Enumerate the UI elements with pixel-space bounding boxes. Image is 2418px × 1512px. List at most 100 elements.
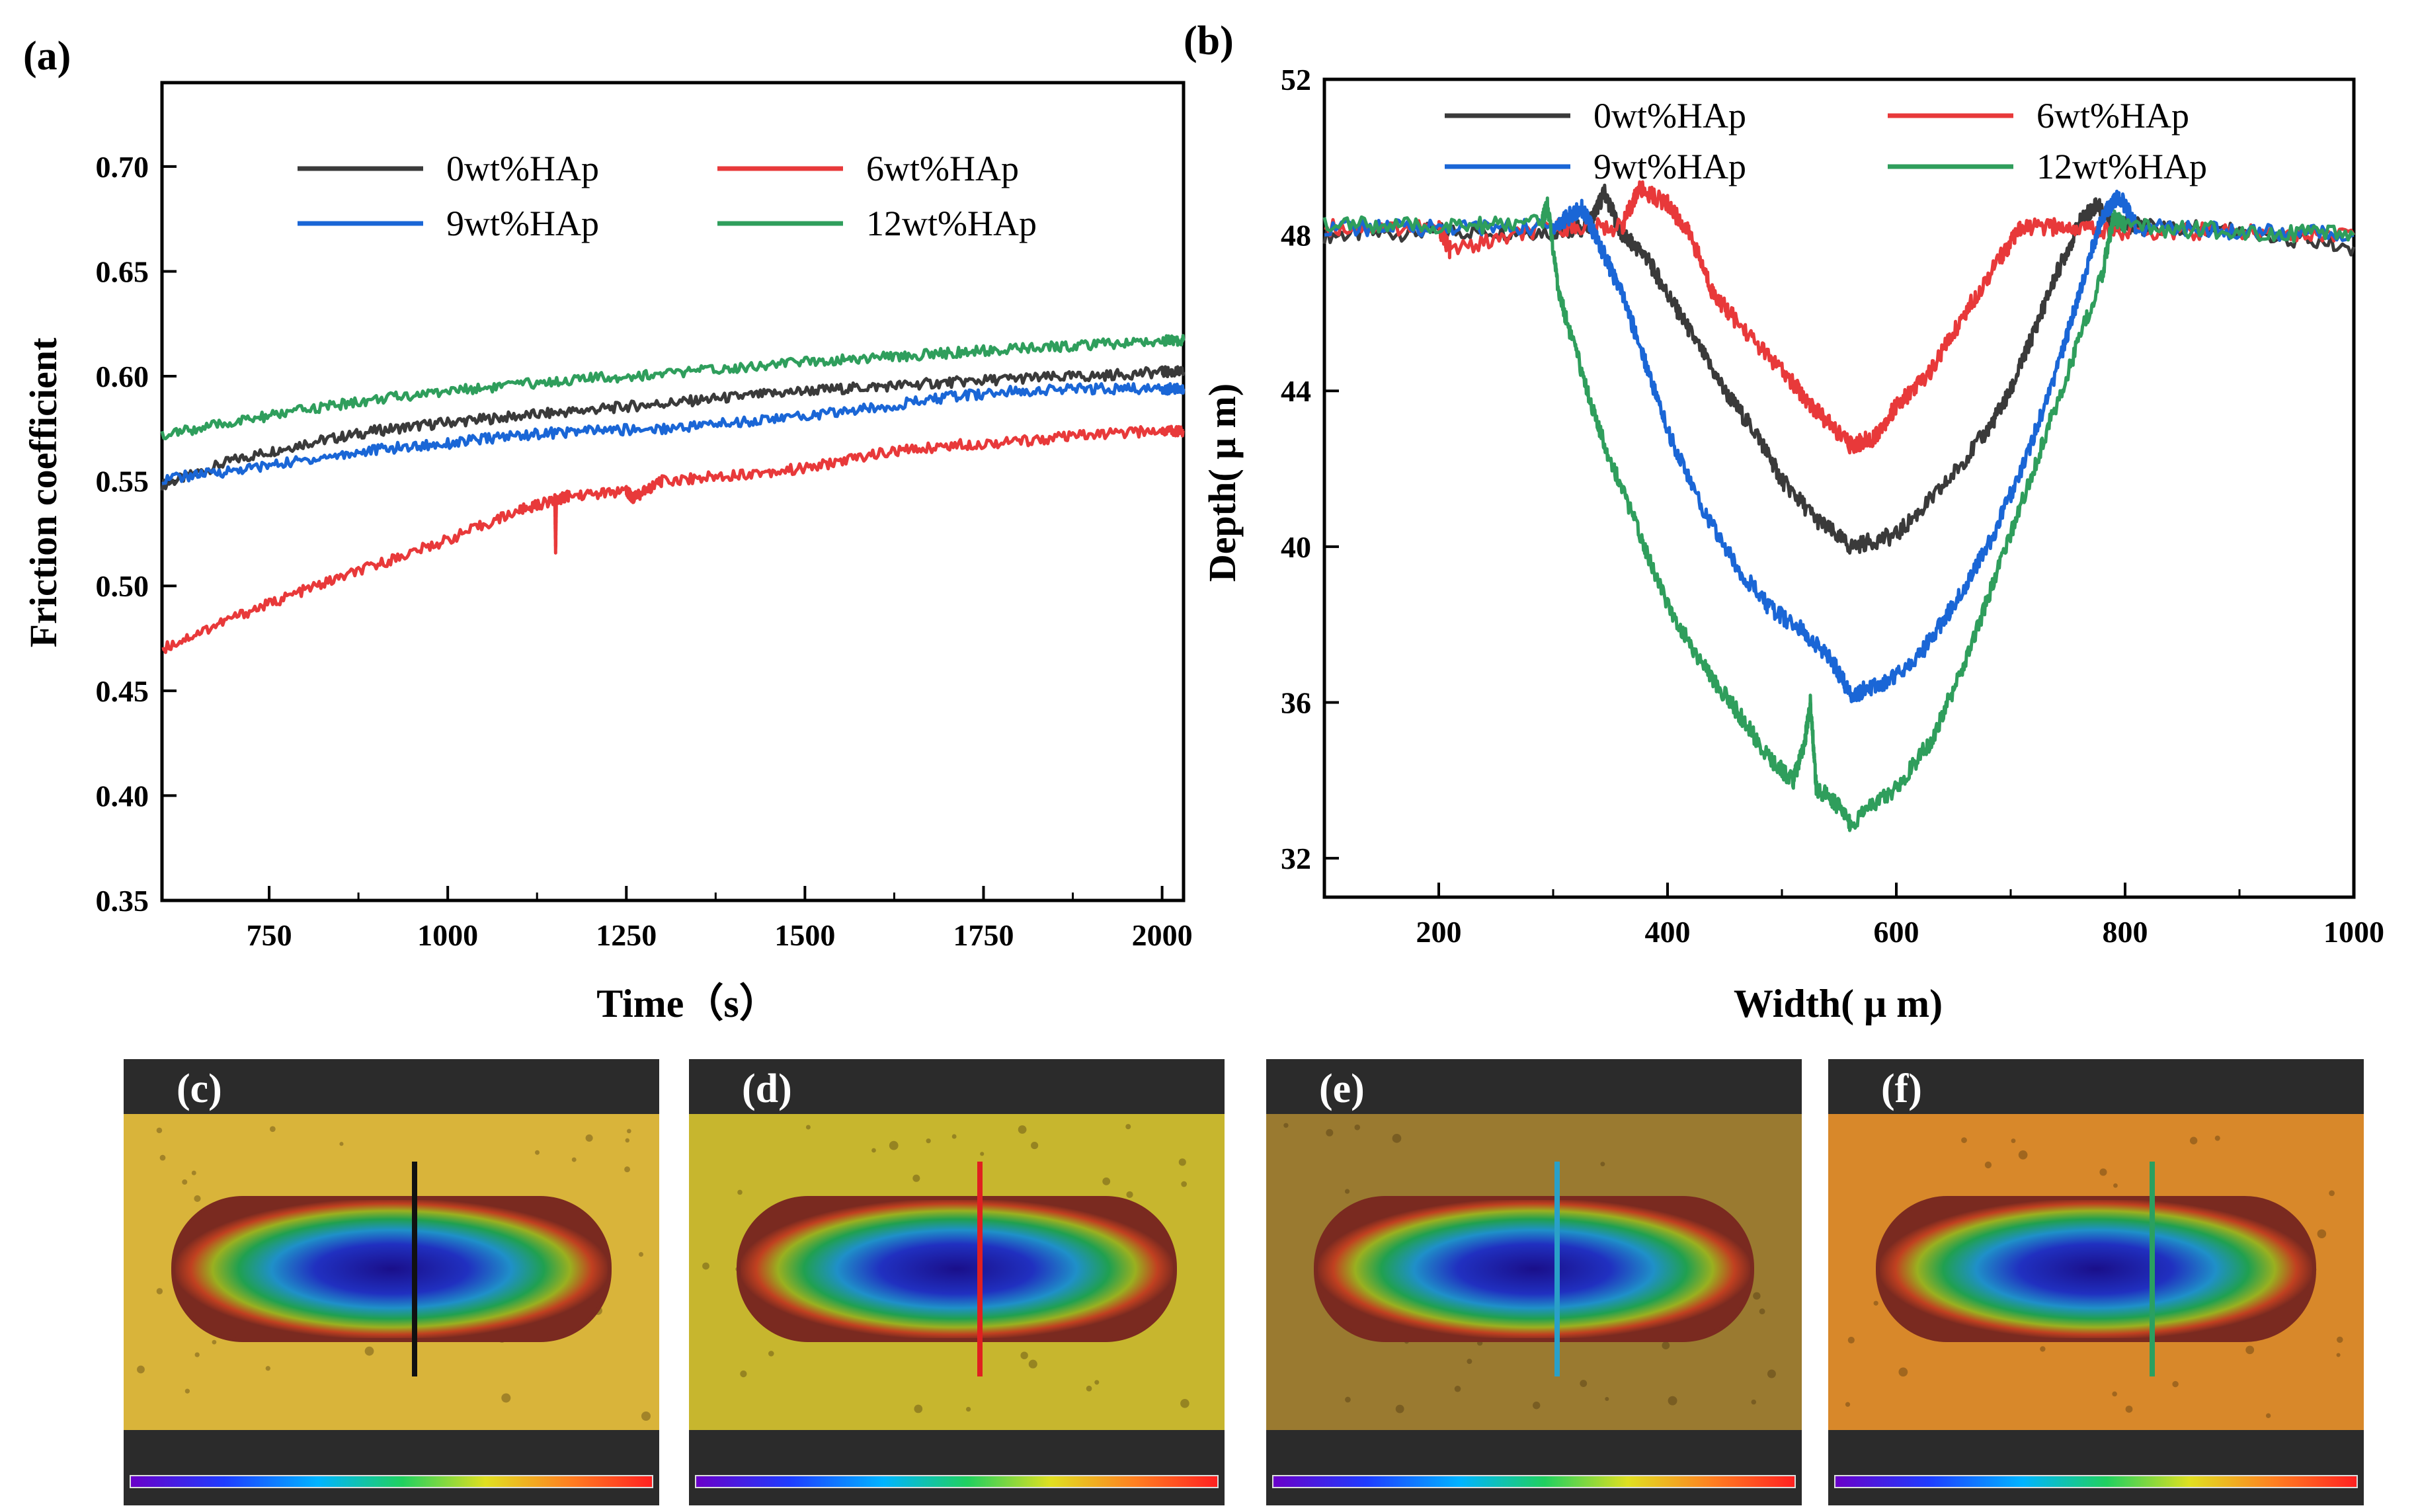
surface-speck <box>1600 1162 1605 1167</box>
legend-label: 6wt%HAp <box>866 149 1019 188</box>
color-scale-bar <box>1272 1475 1796 1488</box>
surface-speck <box>914 1404 923 1413</box>
surface-speck <box>2317 1229 2327 1238</box>
panel-label-e: (e) <box>1319 1066 1365 1111</box>
series-group-b <box>1322 180 2356 832</box>
micrograph-row: (c) (d) (e) (f) <box>124 1059 2364 1505</box>
surface-speck <box>2018 1150 2028 1160</box>
y-axis-title-a: Friction coefficient <box>22 337 65 647</box>
surface-speck <box>1392 1133 1402 1143</box>
y-tick-label: 0.50 <box>96 569 149 603</box>
legend-a: 0wt%HAp 6wt%HAp 9wt%HAp 12wt%HAp <box>298 149 1037 243</box>
surface-speck <box>1467 1359 1472 1365</box>
surface-speck <box>2329 1190 2335 1197</box>
legend-b: 0wt%HAp 6wt%HAp 9wt%HAp 12wt%HAp <box>1445 96 2207 186</box>
wear-scar <box>1314 1196 1754 1342</box>
legend-label: 9wt%HAp <box>1593 147 1746 186</box>
surface-speck <box>2336 1353 2341 1357</box>
x-tick-label: 1250 <box>596 918 657 952</box>
y-tick-label: 48 <box>1281 219 1311 253</box>
legend-label: 0wt%HAp <box>446 149 599 188</box>
x-tick-label: 1000 <box>417 918 478 952</box>
surface-speck <box>1326 1129 1334 1136</box>
y-tick-label: 36 <box>1281 686 1311 719</box>
surface-speck <box>2265 1413 2271 1418</box>
x-tick-label: 1750 <box>953 918 1014 952</box>
surface-speck <box>2245 1345 2255 1355</box>
series-line-12wt-hap <box>1322 196 2355 832</box>
surface-speck <box>926 1138 931 1144</box>
surface-speck <box>951 1134 957 1139</box>
surface-speck <box>1125 1124 1131 1130</box>
surface-speck <box>1668 1396 1677 1406</box>
y-tick-label: 52 <box>1281 63 1311 97</box>
surface-speck <box>871 1148 876 1153</box>
panel-label-c: (c) <box>177 1066 222 1111</box>
surface-speck <box>1395 1404 1404 1413</box>
surface-speck <box>1180 1399 1189 1408</box>
wear-scar <box>1876 1196 2316 1342</box>
surface-speck <box>889 1140 899 1150</box>
panel-label-b: (b) <box>1184 19 1234 63</box>
surface-speck <box>627 1129 631 1134</box>
surface-speck <box>1345 1396 1351 1403</box>
color-scale-bar <box>130 1475 653 1488</box>
series-line-9wt-hap <box>1324 189 2355 703</box>
surface-speck <box>2113 1183 2118 1188</box>
surface-speck <box>1086 1385 1092 1392</box>
plot-frame-b <box>1322 77 2356 899</box>
legend-label: 0wt%HAp <box>1593 96 1746 136</box>
y-tick-label: 32 <box>1281 842 1311 875</box>
y-tick-label: 0.45 <box>96 674 149 708</box>
surface-speck <box>980 1152 985 1156</box>
surface-speck <box>535 1150 540 1155</box>
x-tick-label: 1500 <box>774 918 835 952</box>
axis-ticks-b: 200 400 600 800 1000 32 36 40 44 48 52 <box>1281 63 2384 949</box>
surface-speck <box>737 1189 743 1195</box>
surface-speck <box>1454 1385 1461 1392</box>
surface-speck <box>364 1346 374 1356</box>
surface-speck <box>2011 1138 2016 1144</box>
surface-speck <box>1344 1189 1350 1194</box>
legend-label: 12wt%HAp <box>866 204 1037 243</box>
surface-speck <box>805 1125 811 1130</box>
axis-ticks-a: 750 1000 1250 1500 1750 2000 0.35 0.40 0.45 0.50 0… <box>96 150 1193 952</box>
surface-speck <box>1759 1308 1765 1314</box>
panel-label-d: (d) <box>742 1066 792 1111</box>
surface-speck <box>2125 1406 2133 1413</box>
surface-speck <box>768 1351 774 1357</box>
panel-a-friction-chart: (a) 750 1000 1250 1500 1750 2000 0.35 0.40 0.45 0… <box>22 34 1193 1025</box>
y-axis-title-b: Depth( μ m) <box>1201 383 1244 582</box>
surface-speck <box>571 1157 577 1162</box>
y-tick-label: 0.60 <box>96 360 149 393</box>
surface-speck <box>1767 1369 1776 1378</box>
surface-speck <box>1751 1399 1757 1405</box>
surface-speck <box>1178 1158 1186 1166</box>
surface-speck <box>1094 1380 1100 1385</box>
x-tick-label: 750 <box>247 918 292 952</box>
color-scale-bar <box>1834 1475 2358 1488</box>
surface-speck <box>1028 1359 1037 1369</box>
surface-speck <box>1847 1336 1855 1344</box>
surface-speck <box>966 1406 971 1412</box>
surface-speck <box>1662 1341 1670 1350</box>
surface-speck <box>1605 1396 1609 1402</box>
surface-speck <box>740 1370 747 1378</box>
wear-scar <box>737 1196 1177 1342</box>
surface-speck <box>156 1288 163 1294</box>
micrograph-d: (d) <box>689 1059 1225 1505</box>
surface-speck <box>156 1127 163 1134</box>
surface-speck <box>2040 1346 2046 1352</box>
x-tick-label: 400 <box>1645 915 1691 949</box>
surface-speck <box>194 1195 201 1203</box>
series-line-12wt-hap <box>160 334 1186 440</box>
surface-speck <box>1020 1351 1028 1359</box>
surface-speck <box>1018 1125 1027 1134</box>
surface-speck <box>1898 1367 1908 1377</box>
wear-scar <box>171 1196 612 1342</box>
y-tick-label: 0.70 <box>96 150 149 184</box>
surface-speck <box>625 1138 630 1143</box>
y-tick-label: 0.65 <box>96 255 149 288</box>
surface-speck <box>182 1179 188 1185</box>
surface-speck <box>1580 1380 1588 1387</box>
